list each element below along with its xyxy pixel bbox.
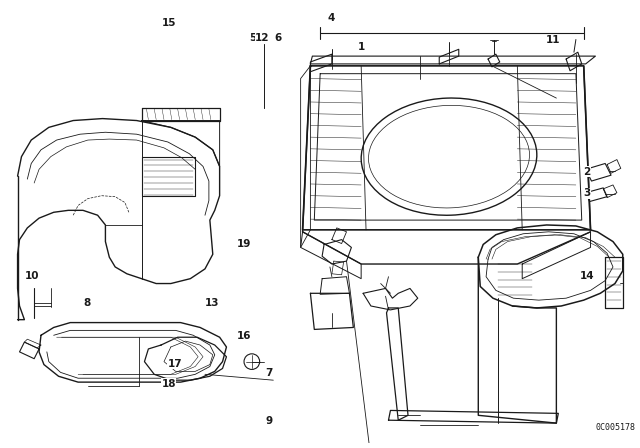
Text: 10: 10 xyxy=(25,271,40,281)
Text: 9: 9 xyxy=(265,416,272,426)
Text: 3: 3 xyxy=(584,189,591,198)
Text: 19: 19 xyxy=(236,239,251,249)
Text: 14: 14 xyxy=(580,271,595,281)
Text: 4: 4 xyxy=(328,13,335,23)
Text: 7: 7 xyxy=(265,368,272,378)
Text: 1: 1 xyxy=(358,42,365,52)
Text: 6: 6 xyxy=(275,33,282,43)
Text: 2: 2 xyxy=(584,167,591,177)
Text: 18: 18 xyxy=(161,379,176,388)
Text: 5: 5 xyxy=(250,33,257,43)
Text: 12: 12 xyxy=(255,33,269,43)
Text: 15: 15 xyxy=(161,18,176,28)
Text: 11: 11 xyxy=(546,35,560,45)
Text: 8: 8 xyxy=(84,298,91,308)
Text: 16: 16 xyxy=(236,331,251,340)
Text: 13: 13 xyxy=(205,298,220,308)
Text: 17: 17 xyxy=(168,359,182,369)
Text: 0C005178: 0C005178 xyxy=(595,422,636,431)
